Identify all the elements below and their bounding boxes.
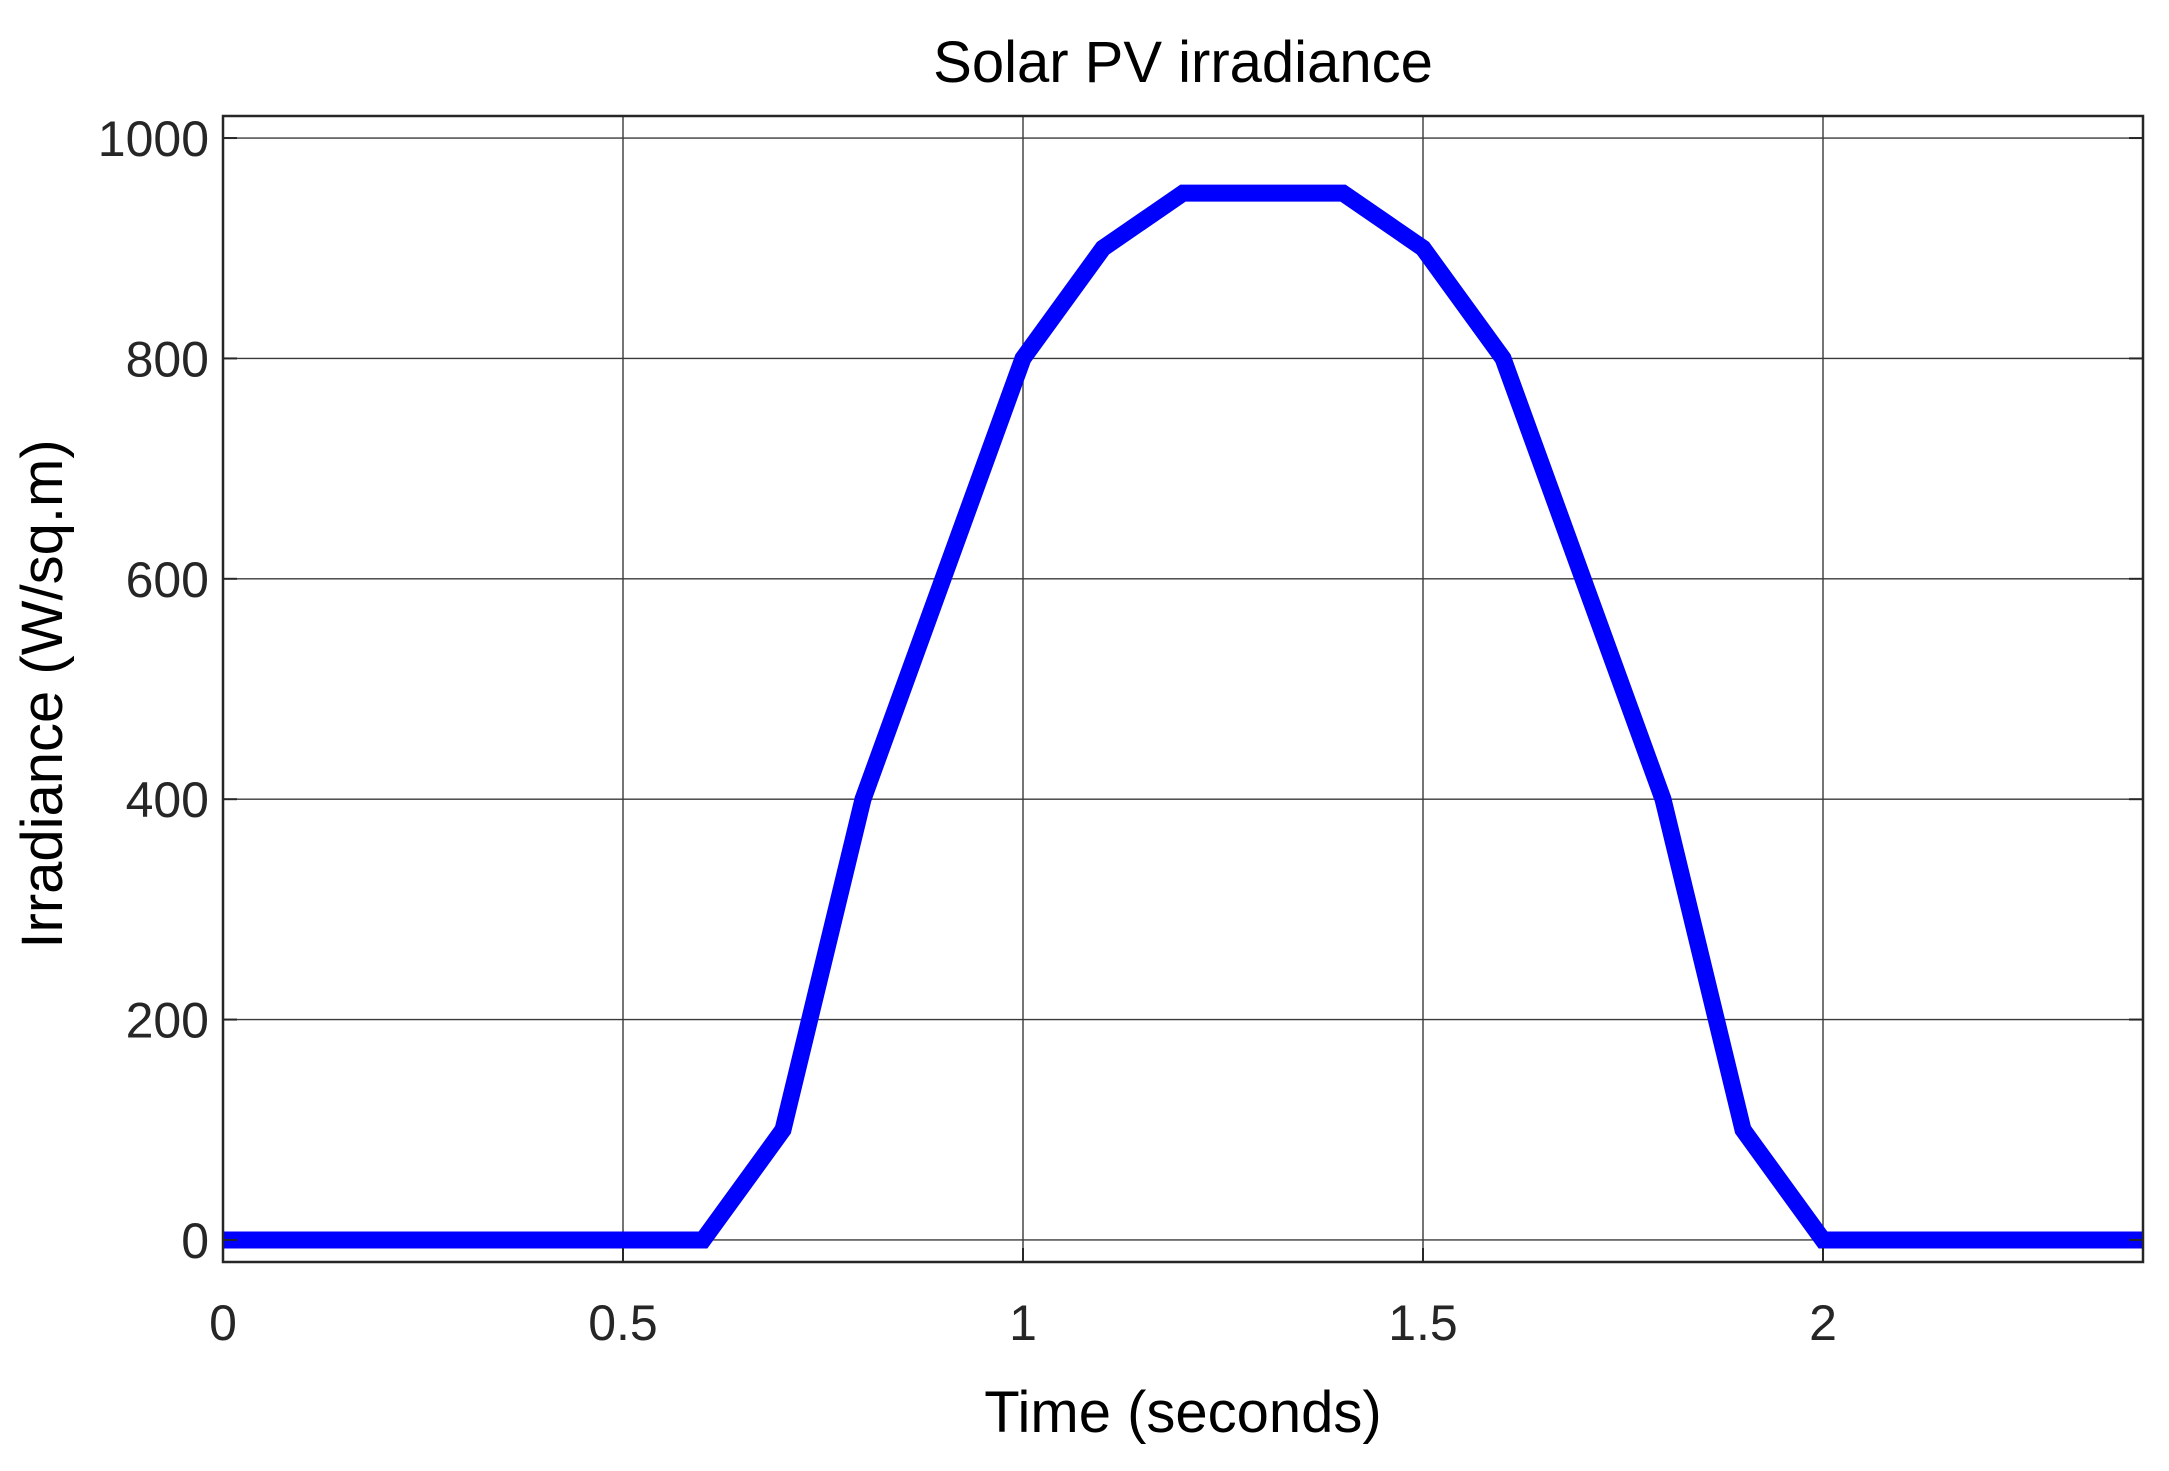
data-point	[1662, 798, 1664, 800]
x-tick-label: 0	[209, 1295, 237, 1351]
data-point	[1742, 1129, 1744, 1131]
series-layer	[223, 184, 2143, 1249]
plot-area-frame	[221, 114, 2145, 1264]
data-point	[782, 1129, 784, 1131]
x-tick-label: 1.5	[1388, 1295, 1458, 1351]
x-axis-ticks: 0 0.5 1 1.5 2	[209, 1248, 1837, 1351]
x-tick-label: 0.5	[588, 1295, 658, 1351]
y-axis-title: Irradiance (W/sq.m)	[10, 439, 75, 948]
data-point	[1102, 247, 1104, 249]
y-tick-label: 1000	[98, 111, 209, 167]
data-point	[1342, 192, 1344, 194]
x-axis-title: Time (seconds)	[984, 1380, 1382, 1445]
series-line-irradiance	[223, 184, 2143, 1249]
data-point	[702, 1239, 704, 1241]
y-tick-label: 800	[126, 331, 209, 387]
data-point	[1422, 247, 1424, 249]
data-point	[862, 798, 864, 800]
x-tick-label: 1	[1009, 1295, 1037, 1351]
y-tick-label: 600	[126, 552, 209, 608]
data-point	[1182, 192, 1184, 194]
data-point	[1022, 357, 1024, 359]
y-tick-label: 400	[126, 772, 209, 828]
y-tick-label: 200	[126, 993, 209, 1049]
data-point	[1822, 1239, 1824, 1241]
grid	[222, 116, 2143, 1262]
chart-title: Solar PV irradiance	[933, 30, 1433, 95]
x-tick-label: 2	[1809, 1295, 1837, 1351]
data-point	[1502, 357, 1504, 359]
y-axis-ticks: 0 200 400 600 800 1000	[98, 111, 2143, 1269]
y-tick-label: 0	[181, 1213, 209, 1269]
